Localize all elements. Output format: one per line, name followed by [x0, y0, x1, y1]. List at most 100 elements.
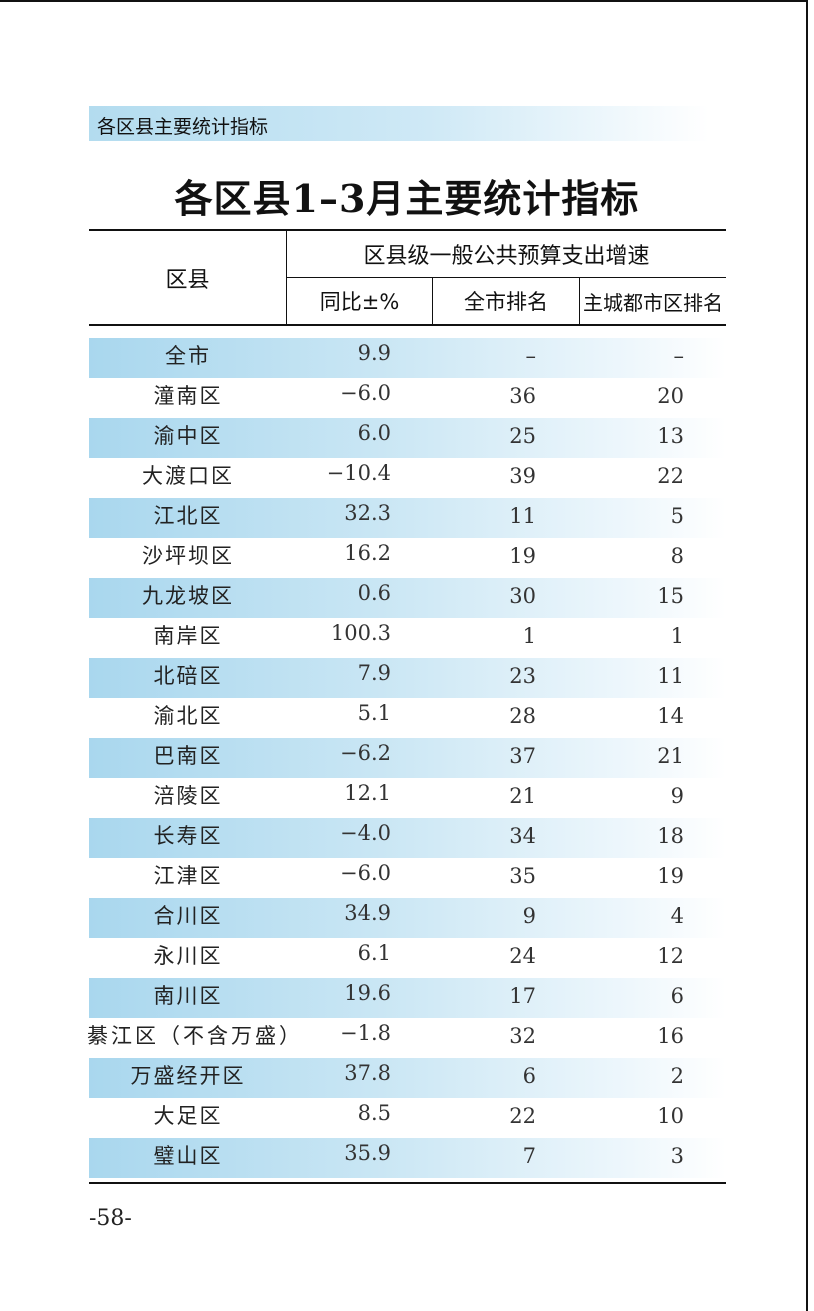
main-rank: 13 — [657, 424, 684, 448]
yoy-value: −1.8 — [340, 1021, 391, 1045]
yoy-value: −6.0 — [340, 381, 391, 405]
table-row: 长寿区 −4.0 34 18 — [89, 818, 726, 858]
main-rank: 21 — [657, 744, 684, 768]
table-row: 大渡口区 −10.4 39 22 — [89, 458, 726, 498]
main-rank: 1 — [670, 624, 684, 648]
header-district: 区县 — [89, 231, 287, 324]
yoy-value: 0.6 — [357, 581, 391, 605]
city-rank: 35 — [509, 864, 536, 888]
district-name: 南岸区 — [153, 624, 223, 648]
district-name: 大足区 — [153, 1104, 223, 1128]
main-rank: 8 — [670, 544, 684, 568]
city-rank: 34 — [509, 824, 536, 848]
table-row: 潼南区 −6.0 36 20 — [89, 378, 726, 418]
table-row: 璧山区 35.9 7 3 — [89, 1138, 726, 1178]
district-name: 江北区 — [153, 504, 223, 528]
city-rank: 11 — [509, 504, 536, 528]
main-rank: 22 — [657, 464, 684, 488]
city-rank: 6 — [522, 1064, 536, 1088]
yoy-value: 35.9 — [344, 1141, 391, 1165]
city-rank: 17 — [509, 984, 536, 1008]
main-rank: 12 — [657, 944, 684, 968]
city-rank: 22 — [509, 1104, 536, 1128]
city-rank: 21 — [509, 784, 536, 808]
table-row: 南川区 19.6 17 6 — [89, 978, 726, 1018]
table-row: 江津区 −6.0 35 19 — [89, 858, 726, 898]
header-main-rank: 主城都市区排名 — [583, 290, 723, 315]
city-rank: – — [525, 344, 537, 368]
table-row: 渝中区 6.0 25 13 — [89, 418, 726, 458]
city-rank: 19 — [509, 544, 536, 568]
city-rank: 1 — [522, 624, 536, 648]
city-rank: 25 — [509, 424, 536, 448]
district-name: 渝北区 — [153, 704, 223, 728]
yoy-value: 32.3 — [344, 501, 391, 525]
yoy-value: 8.5 — [357, 1101, 391, 1125]
table-row: 渝北区 5.1 28 14 — [89, 698, 726, 738]
yoy-value: −6.0 — [340, 861, 391, 885]
header-group: 区县级一般公共预算支出增速 — [287, 231, 726, 278]
city-rank: 37 — [509, 744, 536, 768]
yoy-value: −6.2 — [340, 741, 391, 765]
yoy-value: 6.0 — [357, 421, 391, 445]
city-rank: 36 — [509, 384, 536, 408]
district-name: 九龙坡区 — [142, 584, 234, 608]
yoy-value: 12.1 — [344, 781, 391, 805]
section-banner: 各区县主要统计指标 — [89, 106, 709, 141]
table-row: 巴南区 −6.2 37 21 — [89, 738, 726, 778]
yoy-value: 9.9 — [357, 341, 391, 365]
main-rank: 11 — [657, 664, 684, 688]
header-yoy: 同比±% — [287, 278, 433, 324]
city-rank: 32 — [509, 1024, 536, 1048]
table-row: 九龙坡区 0.6 30 15 — [89, 578, 726, 618]
table-body: 全市 9.9– – 潼南区 −6.0 36 20 渝中区 6.0 25 13 大渡口区 −10.4 39 2… — [87, 338, 726, 1178]
district-name: 北碚区 — [153, 664, 223, 688]
main-rank: 19 — [657, 864, 684, 888]
yoy-value: −4.0 — [340, 821, 391, 845]
table-bottom-rule — [89, 1182, 726, 1184]
main-rank: 4 — [670, 904, 684, 928]
main-rank: 5 — [670, 504, 684, 528]
main-rank: 2 — [670, 1064, 684, 1088]
city-rank: 28 — [509, 704, 536, 728]
yoy-value: −10.4 — [326, 461, 391, 485]
table-row: 永川区 6.1 24 12 — [89, 938, 726, 978]
city-rank: 23 — [509, 664, 536, 688]
section-banner-text: 各区县主要统计指标 — [97, 116, 269, 138]
table-row: 全市 9.9 – – — [89, 338, 726, 378]
table-row: 沙坪坝区 16.2 19 8 — [89, 538, 726, 578]
main-rank: 15 — [657, 584, 684, 608]
table-row: 万盛经开区 37.8 6 2 — [89, 1058, 726, 1098]
table-header: 区县 区县级一般公共预算支出增速 同比±% 全市排名 主城都市区排名 — [89, 229, 726, 326]
district-name: 长寿区 — [153, 824, 223, 848]
city-rank: 9 — [522, 904, 536, 928]
district-name: 万盛经开区 — [130, 1064, 246, 1088]
district-name: 渝中区 — [153, 424, 223, 448]
main-rank: – — [673, 344, 685, 368]
main-rank: 9 — [670, 784, 684, 808]
district-name: 大渡口区 — [142, 464, 234, 488]
district-name: 涪陵区 — [153, 784, 223, 808]
table-row: 大足区 8.5 22 10 — [89, 1098, 726, 1138]
table-row: 南岸区 100.3 1 1 — [89, 618, 726, 658]
yoy-value: 16.2 — [344, 541, 391, 565]
district-name: 沙坪坝区 — [142, 544, 234, 568]
district-name: 合川区 — [153, 904, 223, 928]
yoy-value: 100.3 — [330, 621, 391, 645]
table-row: 涪陵区 12.1 21 9 — [89, 778, 726, 818]
district-name: 全市 — [165, 344, 211, 368]
page-number: -58- — [89, 1206, 132, 1231]
table-row: 合川区 34.9 9 4 — [89, 898, 726, 938]
main-rank: 20 — [657, 384, 684, 408]
yoy-value: 34.9 — [344, 901, 391, 925]
main-rank: 10 — [657, 1104, 684, 1128]
yoy-value: 7.9 — [357, 661, 391, 685]
yoy-value: 6.1 — [357, 941, 391, 965]
city-rank: 30 — [509, 584, 536, 608]
city-rank: 39 — [509, 464, 536, 488]
city-rank: 24 — [509, 944, 536, 968]
district-name: 南川区 — [153, 984, 223, 1008]
district-name: 巴南区 — [153, 744, 223, 768]
page-title: 各区县1–3月主要统计指标 — [174, 176, 640, 221]
